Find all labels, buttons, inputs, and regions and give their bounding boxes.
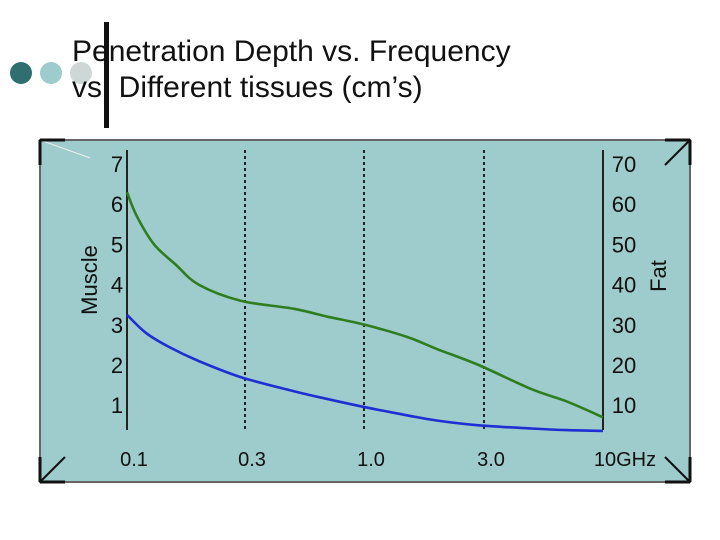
series-line-muscle — [126, 313, 604, 433]
x-tick-label: 3.0 — [477, 449, 505, 471]
chart-title-block: Penetration Depth vs. Frequency vs. Diff… — [72, 34, 511, 106]
series-line-fat — [125, 191, 604, 419]
y-left-tick-labels: 7 6 5 4 3 2 1 — [111, 152, 123, 418]
y-left-tick-label: 7 — [111, 152, 123, 177]
y-left-tick-label: 6 — [111, 192, 123, 217]
y-right-tick-label: 60 — [612, 192, 636, 217]
chart-title: Penetration Depth vs. Frequency — [72, 35, 511, 68]
chart-subtitle: vs. Different tissues (cm’s) — [72, 71, 423, 104]
y-left-tick-label: 1 — [111, 393, 123, 418]
x-tick-labels: 0.1 0.3 1.0 3.0 10GHz — [120, 449, 656, 471]
plot-frame — [38, 138, 692, 484]
y-right-tick-label: 70 — [612, 152, 636, 177]
decor-dot-dark — [10, 62, 32, 84]
y-right-axis-label: Fat — [646, 260, 671, 292]
y-right-tick-label: 30 — [612, 313, 636, 338]
y-left-tick-label: 3 — [111, 313, 123, 338]
y-right-tick-labels: 70 60 50 40 30 20 10 — [612, 152, 636, 418]
y-right-tick-label: 40 — [612, 273, 636, 298]
frame-corner-tl — [39, 139, 91, 159]
x-tick-label: 0.3 — [238, 449, 266, 471]
y-left-tick-label: 4 — [111, 273, 123, 298]
frame-corner-tr-diag — [664, 139, 691, 166]
y-left-tick-label: 5 — [111, 232, 123, 257]
x-tick-label: 0.1 — [120, 449, 148, 471]
series-lines — [125, 191, 604, 433]
y-left-axis-label: Muscle — [77, 245, 102, 315]
frame-corner-br-diag — [664, 456, 691, 483]
decor-dot-gray — [70, 62, 92, 84]
y-left-tick-label: 2 — [111, 353, 123, 378]
grid-lines — [126, 150, 604, 430]
x-tick-label: 10GHz — [594, 449, 656, 471]
y-right-tick-label: 10 — [612, 393, 636, 418]
y-right-tick-label: 50 — [612, 232, 636, 257]
x-tick-label: 1.0 — [357, 449, 385, 471]
title-accent-bar — [104, 22, 109, 128]
y-right-tick-label: 20 — [612, 353, 636, 378]
frame-corner-bl-diag — [39, 456, 66, 483]
decor-dot-teal — [40, 62, 62, 84]
